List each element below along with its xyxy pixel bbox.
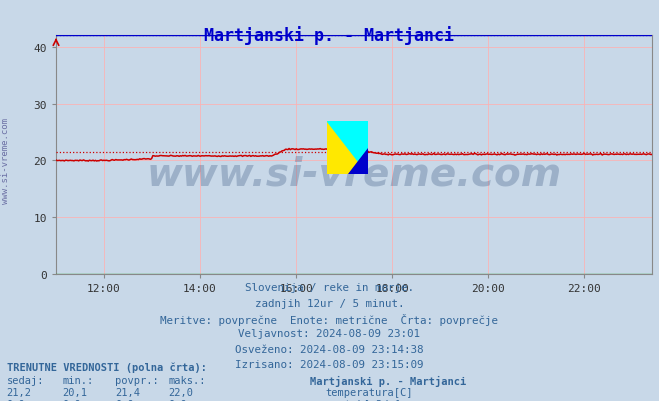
Text: TRENUTNE VREDNOSTI (polna črta):: TRENUTNE VREDNOSTI (polna črta):	[7, 362, 206, 372]
Text: 21,2: 21,2	[7, 387, 32, 397]
Text: Veljavnost: 2024-08-09 23:01: Veljavnost: 2024-08-09 23:01	[239, 328, 420, 338]
Text: www.si-vreme.com: www.si-vreme.com	[146, 156, 562, 193]
Text: Meritve: povprečne  Enote: metrične  Črta: povprečje: Meritve: povprečne Enote: metrične Črta:…	[161, 313, 498, 325]
Text: Slovenija / reke in morje.: Slovenija / reke in morje.	[245, 283, 414, 293]
Text: min.:: min.:	[63, 375, 94, 385]
Text: Izrisano: 2024-08-09 23:15:09: Izrisano: 2024-08-09 23:15:09	[235, 359, 424, 369]
Text: Martjanski p. - Martjanci: Martjanski p. - Martjanci	[310, 375, 466, 386]
Text: maks.:: maks.:	[168, 375, 206, 385]
Text: temperatura[C]: temperatura[C]	[326, 387, 413, 397]
Text: 0,0: 0,0	[7, 399, 25, 401]
Polygon shape	[328, 122, 368, 174]
Text: Osveženo: 2024-08-09 23:14:38: Osveženo: 2024-08-09 23:14:38	[235, 344, 424, 354]
Text: 0,0: 0,0	[115, 399, 134, 401]
Text: 0,0: 0,0	[168, 399, 186, 401]
Polygon shape	[348, 148, 368, 174]
Text: Martjanski p. - Martjanci: Martjanski p. - Martjanci	[204, 26, 455, 45]
Text: pretok[m3/s]: pretok[m3/s]	[326, 399, 401, 401]
Text: 20,1: 20,1	[63, 387, 88, 397]
Text: 22,0: 22,0	[168, 387, 193, 397]
Text: zadnjih 12ur / 5 minut.: zadnjih 12ur / 5 minut.	[255, 298, 404, 308]
Text: 21,4: 21,4	[115, 387, 140, 397]
Text: 0,0: 0,0	[63, 399, 81, 401]
Text: www.si-vreme.com: www.si-vreme.com	[1, 117, 10, 203]
Text: sedaj:: sedaj:	[7, 375, 44, 385]
Polygon shape	[328, 122, 368, 174]
Text: povpr.:: povpr.:	[115, 375, 159, 385]
